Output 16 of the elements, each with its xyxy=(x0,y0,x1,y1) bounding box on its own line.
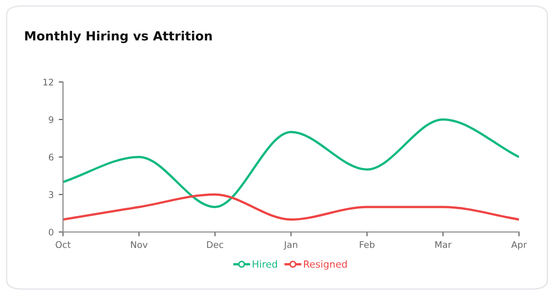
legend-label: Resigned xyxy=(304,260,347,270)
y-tick-label: 6 xyxy=(48,154,54,161)
x-tick-label: Dec xyxy=(207,241,224,248)
y-tick-label: 12 xyxy=(43,78,54,86)
x-tick-label: Mar xyxy=(435,241,452,248)
y-tick-label: 0 xyxy=(48,228,54,236)
y-tick-label: 9 xyxy=(48,116,54,124)
x-tick-label: Nov xyxy=(131,241,148,248)
legend-label: Hired xyxy=(252,260,277,268)
x-tick-label: Jan xyxy=(284,241,298,250)
x-tick-label: Apr xyxy=(511,241,527,250)
chart-title: Monthly Hiring vs Attrition xyxy=(25,30,212,44)
x-tick-label: Feb xyxy=(360,241,374,248)
x-tick-label: Oct xyxy=(56,241,71,248)
y-tick-label: 3 xyxy=(48,191,54,198)
line-series xyxy=(63,118,519,208)
